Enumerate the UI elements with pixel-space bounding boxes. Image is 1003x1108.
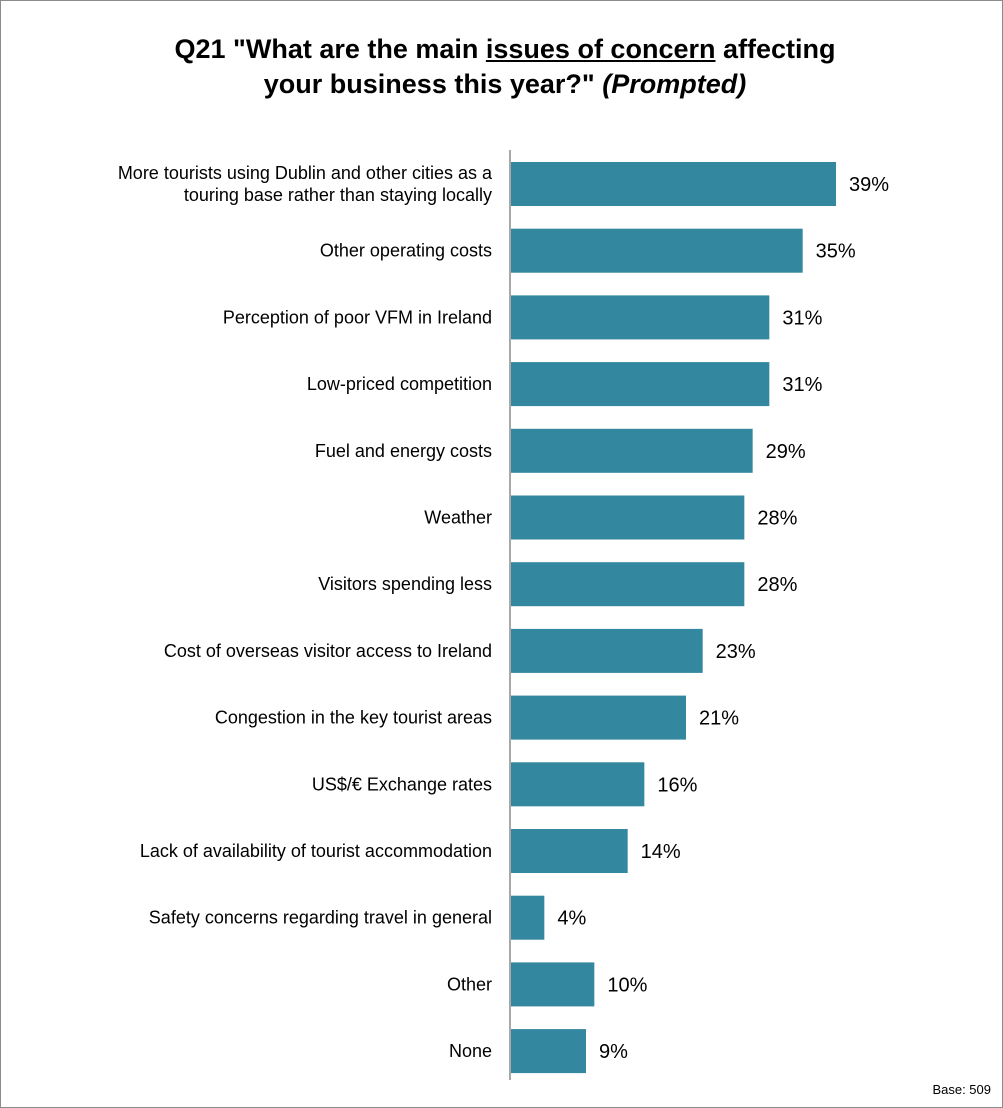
data-label: 14% <box>641 841 681 863</box>
bar <box>511 428 753 473</box>
data-label: 31% <box>782 307 822 329</box>
bar <box>511 362 770 407</box>
bar <box>511 562 745 607</box>
category-label: Lack of availability of tourist accommod… <box>140 841 492 861</box>
title-part-3: affecting <box>715 34 836 64</box>
data-label: 31% <box>782 374 822 396</box>
category-label: Perception of poor VFM in Ireland <box>223 307 492 327</box>
bar <box>511 495 745 540</box>
bar <box>511 695 686 740</box>
bar <box>511 162 836 206</box>
category-label: Fuel and energy costs <box>315 441 492 461</box>
chart-title: Q21 "What are the main issues of concern… <box>40 32 970 102</box>
title-part-1: Q21 "What are the main <box>174 34 486 64</box>
data-label: 4% <box>557 908 586 930</box>
category-label: Congestion in the key tourist areas <box>215 708 492 728</box>
category-label: US$/€ Exchange rates <box>312 774 492 794</box>
data-label: 39% <box>849 174 889 196</box>
category-label: touring base rather than staying locally <box>184 185 492 205</box>
data-label: 23% <box>716 641 756 663</box>
category-label: Cost of overseas visitor access to Irela… <box>164 641 492 661</box>
data-label: 28% <box>757 508 797 530</box>
bar <box>511 628 703 673</box>
title-underlined: issues of concern <box>485 34 716 64</box>
data-label: 29% <box>766 441 806 463</box>
bar <box>511 962 595 1007</box>
bar <box>511 762 645 807</box>
title-line-2: your business this year?" <box>263 69 603 99</box>
bar <box>511 829 628 873</box>
bar <box>511 1029 586 1074</box>
data-label: 10% <box>607 974 647 996</box>
category-label: Other <box>447 974 492 994</box>
bar <box>511 295 770 340</box>
category-label: Safety concerns regarding travel in gene… <box>149 908 492 928</box>
category-label: None <box>449 1041 492 1061</box>
category-label: More tourists using Dublin and other cit… <box>118 163 493 183</box>
data-label: 35% <box>816 241 856 263</box>
category-label: Visitors spending less <box>318 574 492 594</box>
category-label: Other operating costs <box>320 241 492 261</box>
category-label: Weather <box>424 508 492 528</box>
data-label: 16% <box>657 774 697 796</box>
base-note: Base: 509 <box>932 1082 991 1097</box>
category-label: Low-priced competition <box>307 374 492 394</box>
data-label: 9% <box>599 1041 628 1063</box>
data-label: 21% <box>699 708 739 730</box>
title-prompted: (Prompted) <box>602 69 747 99</box>
bar <box>511 228 803 273</box>
data-label: 28% <box>757 574 797 596</box>
bar <box>511 895 545 940</box>
